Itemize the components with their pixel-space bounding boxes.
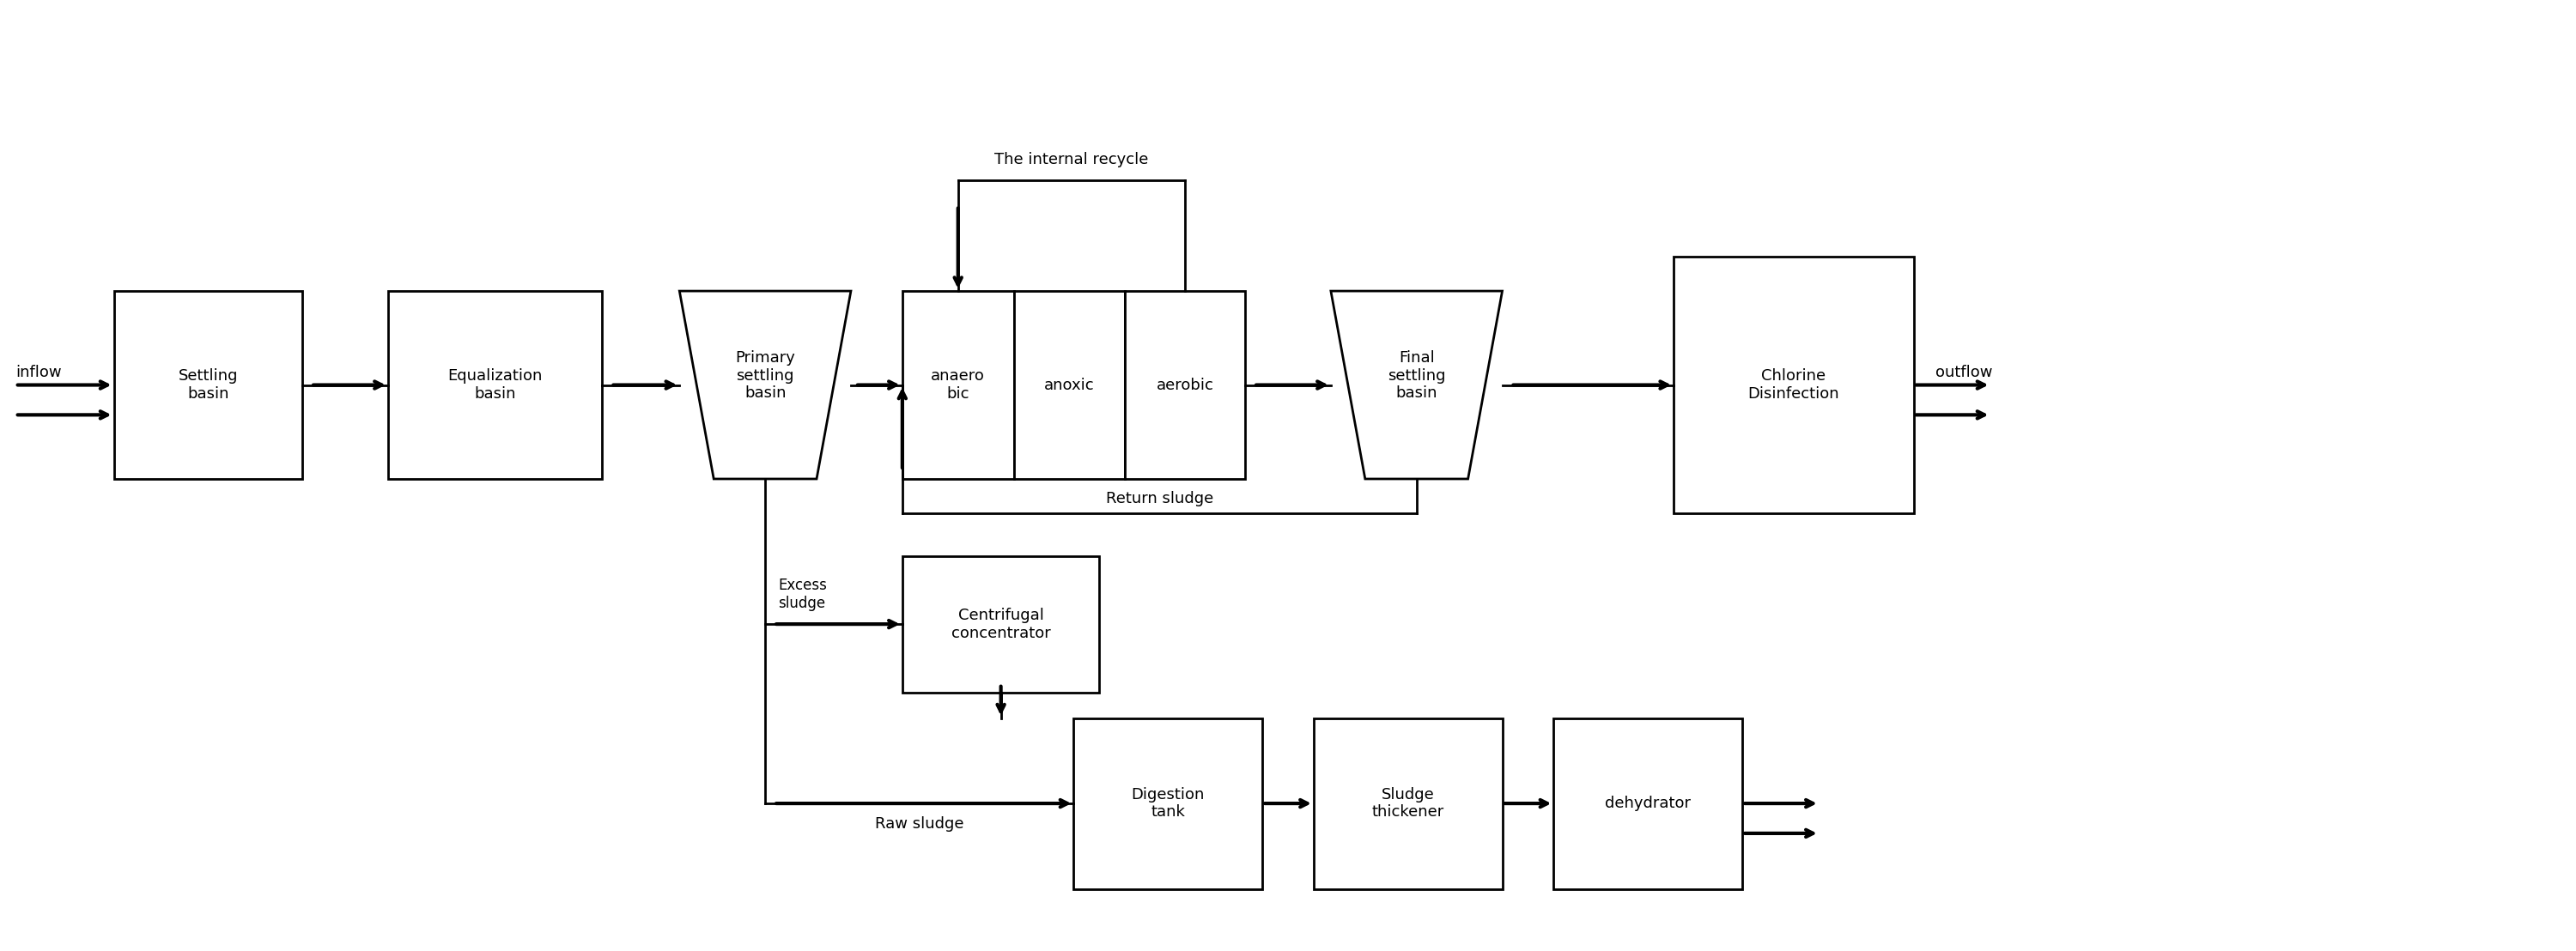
Text: outflow: outflow [1935, 364, 1991, 379]
Bar [1314, 718, 1502, 889]
Text: Raw sludge: Raw sludge [876, 816, 963, 832]
Bar [1015, 291, 1126, 479]
Text: Settling
basin: Settling basin [178, 368, 237, 401]
Text: Excess
sludge: Excess sludge [778, 578, 827, 611]
Bar [113, 291, 301, 479]
Text: inflow: inflow [15, 364, 62, 379]
Text: Centrifugal
concentrator: Centrifugal concentrator [951, 608, 1051, 641]
Bar [902, 291, 1015, 479]
Bar [1674, 257, 1914, 514]
Text: Equalization
basin: Equalization basin [448, 368, 544, 401]
Text: Chlorine
Disinfection: Chlorine Disinfection [1749, 368, 1839, 401]
Text: Sludge
thickener: Sludge thickener [1373, 786, 1445, 820]
Text: anaero
bic: anaero bic [930, 368, 984, 401]
Bar [1126, 291, 1244, 479]
Text: anoxic: anoxic [1043, 378, 1095, 393]
Text: dehydrator: dehydrator [1605, 796, 1690, 811]
Bar [1074, 718, 1262, 889]
Text: Return sludge: Return sludge [1105, 491, 1213, 506]
Bar [389, 291, 603, 479]
Text: Digestion
tank: Digestion tank [1131, 786, 1206, 820]
Text: aerobic: aerobic [1157, 378, 1213, 393]
Text: The internal recycle: The internal recycle [994, 152, 1149, 167]
Polygon shape [1332, 291, 1502, 479]
Text: Primary
settling
basin: Primary settling basin [734, 350, 796, 401]
Text: Final
settling
basin: Final settling basin [1388, 350, 1445, 401]
Bar [1553, 718, 1741, 889]
Bar [902, 555, 1100, 692]
Polygon shape [680, 291, 850, 479]
